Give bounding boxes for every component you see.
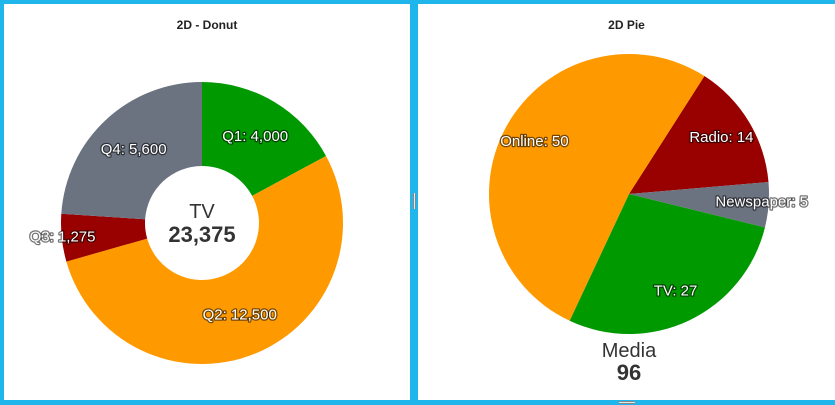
donut-chart-title: 2D - Donut <box>176 18 238 32</box>
donut-slice-label-q2: Q2: 12,500 <box>203 307 277 324</box>
donut-slice-label-q4: Q4: 5,600 <box>101 141 167 158</box>
pie-slice-label-radio: Radio: 14 <box>689 129 753 146</box>
pie-chart-title: 2D Pie <box>608 18 645 32</box>
pie-center-total: 96 <box>617 360 641 385</box>
bottom-resize-handle[interactable] <box>619 401 635 404</box>
donut-center-name: TV <box>189 201 215 223</box>
donut-chart: Q1: 4,000 Q2: 12,500 Q3: 1,275 Q4: 5,600 TV2… <box>28 82 344 365</box>
donut-slice-label-q3: Q3: 1,275 <box>30 229 96 246</box>
pie-center-name: Media <box>602 340 657 362</box>
pie-slice-tv[interactable] <box>569 194 765 334</box>
panel-splitter-handle[interactable] <box>413 193 416 209</box>
donut-slice-q4[interactable] <box>61 82 202 220</box>
donut-slice-q1[interactable] <box>202 82 327 196</box>
pie-slice-label-tv: TV: 27 <box>654 282 698 299</box>
pie-chart: Radio: 14 Newspaper: 5 TV: 27 Online: 50 Med… <box>489 54 809 385</box>
donut-center-total: 23,375 <box>168 222 235 247</box>
pie-slice-label-newspaper: Newspaper: 5 <box>715 193 808 210</box>
donut-slice-label-q1: Q1: 4,000 <box>222 128 288 145</box>
donut-slice-q3[interactable] <box>60 213 148 262</box>
pie-chart-panel: 2D Pie Radio: 14 Newspaper: 5 TV: 27 Online… <box>418 4 835 400</box>
donut-chart-panel: 2D - Donut Q1: 4,000 Q2: 12,500 Q3: 1,275 Q… <box>4 4 410 400</box>
pie-slice-label-online: Online: 50 <box>500 133 568 150</box>
pie-slice-radio[interactable] <box>629 76 769 194</box>
donut-slice-q2[interactable] <box>66 155 344 365</box>
pie-slice-newspaper[interactable] <box>629 182 769 228</box>
pie-slice-online[interactable] <box>489 54 705 321</box>
